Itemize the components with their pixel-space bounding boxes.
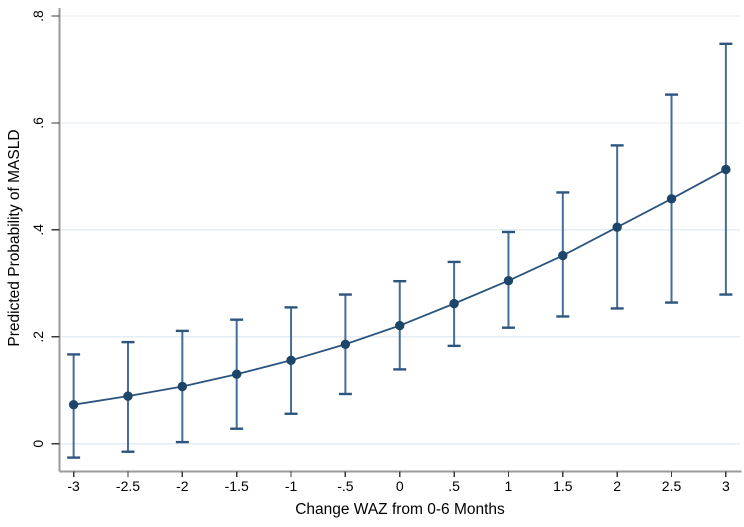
data-point-marker	[231, 369, 242, 379]
y-tick-label: .6	[30, 117, 46, 129]
x-axis-title: Change WAZ from 0-6 Months	[295, 501, 505, 518]
y-axis-title: Predicted Probability of MASLD	[6, 129, 23, 347]
data-point-marker	[721, 164, 731, 175]
data-point-marker	[68, 399, 79, 410]
data-point-marker	[286, 355, 296, 366]
x-tick-label: 0	[396, 478, 404, 494]
x-tick-label: -2	[176, 478, 189, 494]
x-tick-label: -3	[67, 478, 80, 494]
x-tick-label: .5	[448, 478, 460, 494]
data-point-marker	[612, 222, 622, 232]
y-tick-label: .2	[30, 331, 46, 343]
data-point-marker	[395, 320, 405, 331]
x-tick-label: -1	[285, 478, 298, 494]
x-tick-label: 2	[613, 478, 621, 494]
data-point-marker	[123, 391, 133, 401]
x-tick-label: 3	[722, 478, 730, 494]
data-point-marker	[340, 339, 351, 349]
y-tick-label: 0	[30, 440, 46, 448]
y-tick-label: .8	[30, 10, 46, 22]
x-tick-label: -2.5	[116, 478, 140, 494]
data-point-marker	[177, 381, 188, 392]
x-tick-label: -.5	[337, 478, 354, 494]
data-point-marker	[666, 194, 677, 204]
data-point-marker	[449, 298, 459, 309]
x-tick-label: 1	[505, 478, 513, 494]
x-tick-label: 1.5	[553, 478, 573, 494]
data-point-marker	[558, 250, 568, 261]
data-point-marker	[503, 275, 514, 286]
y-tick-label: .4	[30, 224, 46, 236]
x-tick-label: 2.5	[662, 478, 682, 494]
x-tick-label: -1.5	[225, 478, 249, 494]
